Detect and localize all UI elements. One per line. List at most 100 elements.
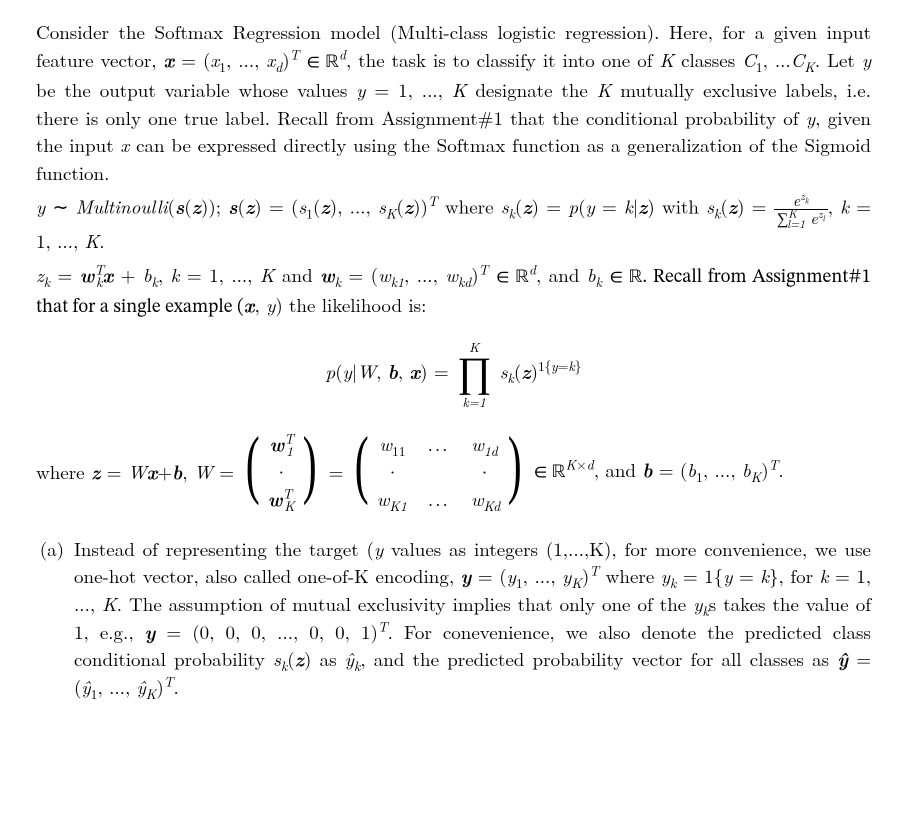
text: ) the likelihood is:: [275, 291, 426, 318]
sym-sk: s: [501, 193, 509, 220]
sup: T: [769, 455, 779, 474]
text: ∼: [45, 193, 75, 220]
sym-s: s: [228, 192, 237, 220]
text: (: [396, 193, 403, 220]
text: = 1, ...,: [366, 76, 452, 103]
text: ,: [398, 357, 410, 384]
text: (: [335, 357, 342, 384]
text: ) =: [532, 193, 569, 220]
bold-y: y: [461, 561, 472, 589]
sym-x: x: [102, 260, 113, 288]
sym-bk: b: [143, 261, 152, 288]
eq: = (: [652, 456, 687, 483]
yhat1: ŷ: [81, 673, 90, 700]
sub: kd: [458, 272, 471, 291]
text: ,: [254, 291, 266, 318]
d: d: [587, 455, 594, 474]
text: .: [778, 456, 783, 483]
sym-K: K: [85, 227, 100, 254]
k: k: [760, 562, 769, 589]
text: Instead of representing the target (: [74, 535, 374, 562]
sym-x: x: [164, 45, 175, 73]
intro-paragraph: Consider the Softmax Regression model (M…: [36, 18, 871, 186]
y: y: [551, 356, 558, 375]
eq: =: [213, 458, 234, 485]
text: , ...,: [97, 673, 136, 700]
sup: T: [378, 616, 388, 635]
l: l: [823, 213, 825, 224]
item-a: (a) Instead of representing the target (…: [36, 535, 871, 700]
W: W: [194, 458, 213, 485]
p: p: [326, 357, 336, 384]
text: be the output variable whose values: [36, 76, 356, 103]
sub: Kd: [483, 496, 500, 515]
sym-K: K: [659, 46, 674, 73]
sym-k: k: [624, 193, 633, 220]
text: ): [761, 456, 768, 483]
likelihood-equation: p(y|W, b, x) = K ∏ k=1 sk(z)1{y=k}: [36, 340, 871, 408]
text: = 1{: [676, 562, 723, 589]
sub: k1: [391, 272, 404, 291]
text: }, for: [769, 562, 820, 589]
sym-wk1: w: [378, 261, 391, 288]
sym-wk: w: [80, 260, 95, 288]
vdots: ·: [379, 458, 407, 486]
k: k: [805, 195, 809, 206]
text: , ...,: [226, 46, 266, 73]
softmax-fraction: ezk ∑Kl=1 ezl: [774, 192, 828, 227]
bold-y: y: [145, 617, 156, 645]
sym-y: y: [585, 193, 594, 220]
yk: y: [661, 562, 670, 589]
sym-sK: s: [378, 193, 386, 220]
text: ∈ ℝ: [306, 53, 339, 72]
y: y: [343, 357, 352, 384]
text: = (0, 0, 0, ..., 0, 0, 1): [155, 618, 378, 645]
b: b: [172, 457, 182, 485]
text: (: [168, 193, 175, 220]
sym-z: z: [728, 192, 737, 220]
sym-wk: w: [320, 260, 335, 288]
l1: l=1: [787, 216, 805, 232]
sym-x1: x: [210, 46, 219, 73]
sym-x: x: [120, 131, 129, 158]
sub: 1: [219, 56, 226, 75]
sym-s: s: [175, 192, 184, 220]
W: W: [357, 357, 376, 384]
z: z: [91, 457, 100, 485]
W: W: [128, 458, 147, 485]
text: ) =: [420, 357, 455, 384]
text: ): [282, 46, 289, 73]
b1: b: [687, 456, 696, 483]
text: , and: [536, 261, 587, 288]
text: .: [99, 227, 104, 254]
eq: =: [558, 356, 569, 375]
text: ): [156, 673, 163, 700]
text: designate the: [475, 76, 596, 103]
text: ,: [158, 261, 171, 288]
text: , ...: [763, 46, 791, 73]
sub: K: [146, 683, 157, 702]
eq: =: [329, 458, 344, 486]
text: , and the predicted probability vector f…: [360, 645, 837, 672]
item-label: (a): [36, 535, 64, 700]
sym-K: K: [597, 76, 612, 103]
sup: T: [479, 259, 489, 278]
wK1: w: [377, 485, 390, 512]
text: where: [606, 562, 661, 589]
y1: y: [507, 562, 516, 589]
multinoulli: Multinoulli: [76, 193, 168, 220]
sym-z: z: [522, 192, 531, 220]
sym-C1: C: [742, 46, 756, 73]
yhat: ŷ: [837, 644, 848, 672]
eq: =: [100, 458, 127, 485]
text: = (: [181, 46, 210, 73]
text: .: [174, 673, 179, 700]
sub: K: [284, 496, 295, 515]
text: (: [184, 193, 191, 220]
prod-sym: ∏: [457, 353, 491, 395]
x: x: [409, 356, 420, 384]
text: ));: [201, 193, 228, 220]
text: where: [36, 458, 91, 485]
sym-CK: C: [791, 46, 805, 73]
text: ) =: [737, 193, 774, 220]
